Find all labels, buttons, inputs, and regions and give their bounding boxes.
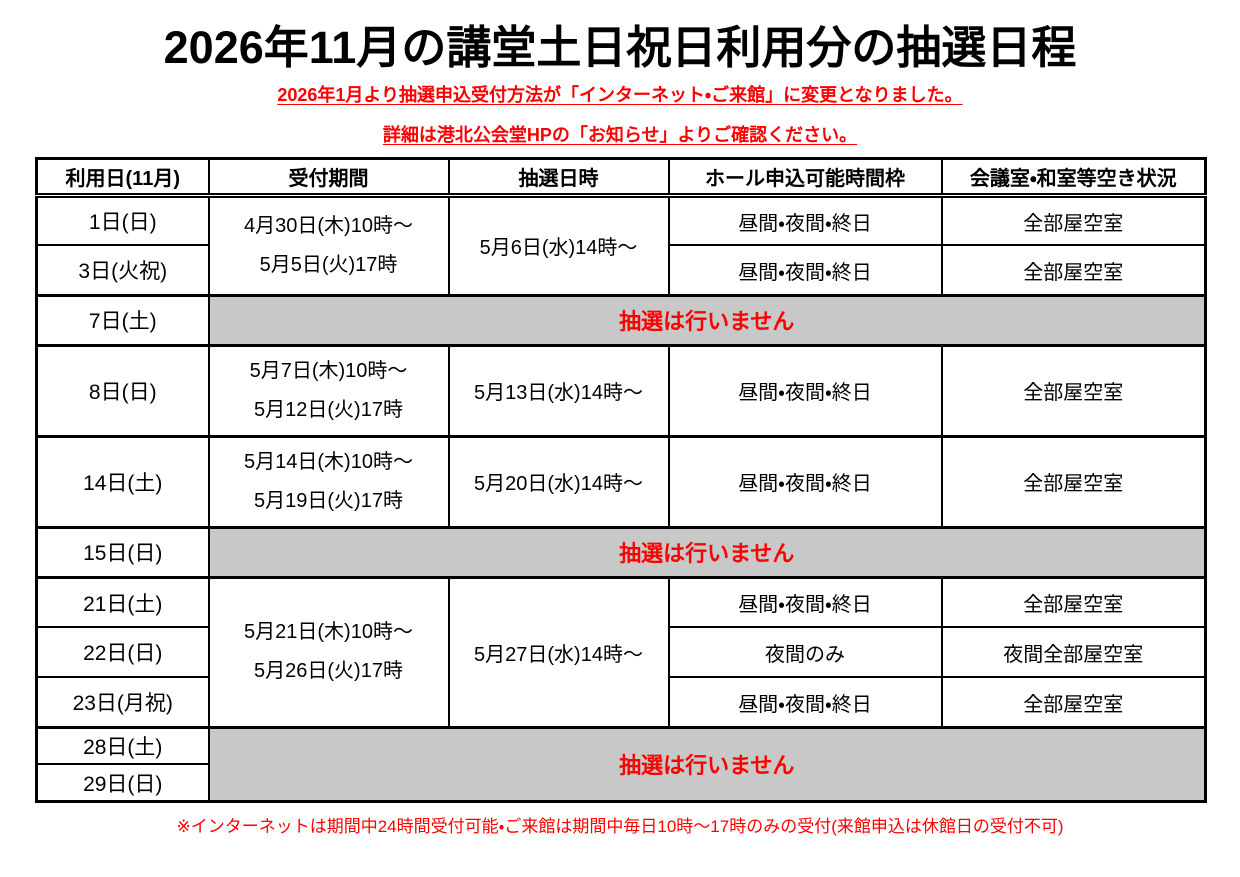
table-row: 21日(土) 5月21日(木)10時～ 5月26日(火)17時 5月27日(水)… [35,576,1207,729]
usage-date-cell: 15日(日) [35,526,210,579]
room-availability-cell: 全部屋空室 [940,344,1207,438]
table-row: 22日(日) 夜間のみ 夜間全部屋空室 [35,626,1207,679]
usage-date-cell: 21日(土) [35,576,210,629]
header-room-availability: 会議室・和室等空き状況 [940,157,1207,197]
table-row: 15日(日) 抽選は行いません [35,526,1207,579]
room-availability-cell: 全部屋空室 [940,435,1207,529]
usage-date-cell: 1日(日) [35,194,210,247]
room-availability-cell: 全部屋空室 [940,676,1207,729]
no-lottery-cell: 抽選は行いません [207,726,1207,803]
footnote: ※インターネットは期間中24時間受付可能・ご来館は期間中毎日10時～17時のみの… [176,816,1064,836]
table-row: 29日(日) [35,763,1206,803]
no-lottery-cell: 抽選は行いません [207,294,1207,347]
usage-date-cell: 22日(日) [35,626,210,679]
usage-date-cell: 3日(火祝) [35,244,210,297]
lottery-datetime-cell: 5月27日(水)14時～ [447,576,670,729]
reception-period-cell: 5月21日(木)10時～ 5月26日(火)17時 [207,576,450,729]
usage-date-cell: 7日(土) [35,294,210,347]
usage-date-cell: 29日(日) [35,763,210,803]
table-row: 28日(土) 抽選は行いません [35,726,1207,803]
hall-slot-cell: 昼間・夜間・終日 [667,344,943,438]
header-hall-slot: ホール申込可能時間枠 [667,157,943,197]
reception-period-cell: 5月14日(木)10時～ 5月19日(火)17時 [207,435,450,529]
period-line-1: 5月21日(木)10時～ [244,621,413,644]
table-row: 7日(土) 抽選は行いません [35,294,1207,347]
room-availability-cell: 全部屋空室 [940,576,1207,629]
usage-date-cell: 28日(土) [35,726,210,766]
hall-slot-cell: 昼間・夜間・終日 [667,194,943,247]
usage-date-cell: 8日(日) [35,344,210,438]
header-usage-date: 利用日(11月) [35,157,210,197]
period-line-2: 5月12日(火)17時 [254,398,403,421]
hall-slot-cell: 夜間のみ [667,626,943,679]
lottery-schedule-table: 利用日(11月) 受付期間 抽選日時 ホール申込可能時間枠 会議室・和室等空き状… [35,156,1207,803]
reception-period-cell: 4月30日(木)10時～ 5月5日(火)17時 [207,194,450,297]
table-row: 3日(火祝) 昼間・夜間・終日 全部屋空室 [35,244,1207,297]
period-line-1: 4月30日(木)10時～ [244,214,413,237]
hall-slot-cell: 昼間・夜間・終日 [667,435,943,529]
hall-slot-cell: 昼間・夜間・終日 [667,244,943,297]
lottery-datetime-cell: 5月20日(水)14時～ [447,435,670,529]
hall-slot-cell: 昼間・夜間・終日 [667,676,943,729]
period-line-1: 5月7日(木)10時～ [249,359,408,382]
period-line-1: 5月14日(木)10時～ [244,450,413,473]
table-row: 1日(日) 4月30日(木)10時～ 5月5日(火)17時 5月6日(水)14時… [35,194,1207,297]
header-reception-period: 受付期間 [207,157,450,197]
usage-date-cell: 23日(月祝) [35,676,210,729]
room-availability-cell: 全部屋空室 [940,194,1207,247]
lottery-datetime-cell: 5月6日(水)14時～ [447,194,670,297]
lottery-datetime-cell: 5月13日(水)14時～ [447,344,670,438]
period-line-2: 5月19日(火)17時 [254,489,403,512]
notice-line-2: 詳細は港北公会堂HPの「お知らせ」よりご確認ください。 [382,124,858,145]
period-line-2: 5月5日(火)17時 [259,253,398,276]
room-availability-cell: 夜間全部屋空室 [940,626,1207,679]
reception-period-cell: 5月7日(木)10時～ 5月12日(火)17時 [207,344,450,438]
table-row: 14日(土) 5月14日(木)10時～ 5月19日(火)17時 5月20日(水)… [35,435,1207,529]
room-availability-cell: 全部屋空室 [940,244,1207,297]
table-row: 8日(日) 5月7日(木)10時～ 5月12日(火)17時 5月13日(水)14… [35,344,1207,438]
period-line-2: 5月26日(火)17時 [254,660,403,683]
no-lottery-cell: 抽選は行いません [207,526,1207,579]
hall-slot-cell: 昼間・夜間・終日 [667,576,943,629]
header-lottery-datetime: 抽選日時 [447,157,670,197]
table-header-row: 利用日(11月) 受付期間 抽選日時 ホール申込可能時間枠 会議室・和室等空き状… [35,157,1207,197]
page-title: 2026年11月の講堂土日祝日利用分の抽選日程 [163,22,1077,73]
notice-line-1: 2026年1月より抽選申込受付方法が「インターネット・ご来館」に変更となりました… [277,84,963,105]
usage-date-cell: 14日(土) [35,435,210,529]
